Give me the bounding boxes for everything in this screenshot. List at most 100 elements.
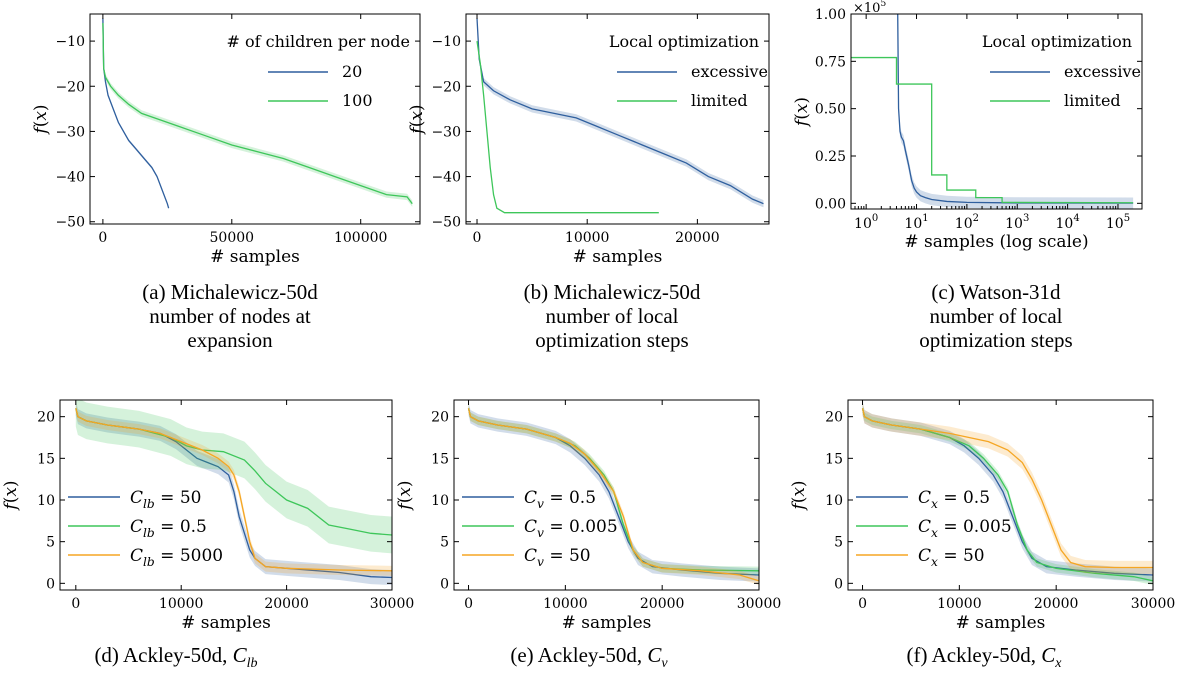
x-axis-label: # samples	[181, 613, 271, 633]
y-tick-label: 0.00	[815, 196, 846, 212]
y-tick-label: −10	[55, 34, 85, 50]
y-tick-label: 0	[834, 576, 843, 592]
y-tick-label: 0	[440, 576, 449, 592]
chart-b: 0 10000 20000 −10 −20 −30 −40 −50 # samples f(x) L…	[407, 13, 770, 267]
y-axis-label: f(x)	[1, 480, 21, 511]
x-tick-label: 100000	[334, 230, 387, 246]
x-tick-label: 104	[1056, 213, 1080, 232]
x-tick-label: 10000	[159, 596, 204, 612]
legend-label: Cv = 0.005	[524, 517, 618, 540]
chart-e: 0 10000 20000 30000 0 5 10 15 20 # samples f(x) Cv …	[395, 399, 782, 633]
series-band-e-0	[468, 401, 759, 582]
plot-area	[476, 14, 764, 214]
x-tick-label: 10000	[937, 596, 982, 612]
y-tick-label: −40	[431, 170, 461, 186]
series-line-b-0	[476, 18, 764, 205]
plot-area	[75, 400, 392, 585]
axes-frame	[59, 399, 393, 591]
x-tick-label: 0	[71, 596, 80, 612]
x-tick-label: 101	[904, 213, 928, 232]
series-line-c-1	[851, 56, 1134, 204]
plot-area	[102, 17, 413, 210]
caption-line: number of local	[929, 304, 1063, 328]
series-band-f-1	[862, 404, 1153, 585]
chart-a: 0 50000 100000 −10 −20 −30 −40 −50 # samples f(x)…	[31, 13, 421, 267]
series-band-d-2	[75, 403, 392, 576]
caption-line: optimization steps	[919, 328, 1073, 352]
series-line-f-2	[861, 408, 1153, 569]
x-tick-label: 103	[1005, 213, 1029, 232]
legend-label: Cx = 50	[918, 546, 985, 569]
caption-line: optimization steps	[535, 328, 689, 352]
legend: Local optimization excessive limited	[982, 32, 1141, 110]
caption-prefix: (e) Ackley-50d,	[510, 643, 648, 667]
y-tick-label: 20	[825, 410, 843, 426]
x-axis-label: # samples (log scale)	[904, 232, 1088, 252]
y-tick-label: −10	[431, 34, 461, 50]
y-tick-label: 1.00	[815, 7, 846, 23]
caption-line: number of nodes at	[149, 304, 311, 328]
axes-frame	[850, 13, 1143, 210]
x-tick-label: 0	[858, 596, 867, 612]
caption-prefix: (f) Ackley-50d,	[906, 643, 1042, 667]
y-tick-label: 5	[440, 535, 449, 551]
x-tick-label: 20000	[264, 596, 309, 612]
series-band-d-1	[75, 400, 392, 554]
y-axis-label: f(x)	[407, 104, 427, 135]
caption-subscript: v	[661, 656, 668, 672]
y-axis-label: f(x)	[792, 97, 812, 128]
y-tick-label: 0.75	[815, 54, 846, 70]
series-band-f-0	[862, 401, 1153, 582]
y-tick-label: −30	[55, 124, 85, 140]
y-tick-label: 10	[431, 493, 449, 509]
series-band-e-2	[468, 404, 759, 585]
legend-label: Cv = 0.5	[524, 488, 596, 511]
legend-label: Cv = 50	[524, 546, 591, 569]
caption-line: (c) Watson-31d	[931, 280, 1061, 304]
caption-a: (a) Michalewicz-50d number of nodes at exp…	[142, 280, 318, 352]
plot-area	[861, 401, 1153, 585]
axes-frame	[89, 13, 421, 225]
chart-d: 0 10000 20000 30000 0 5 10 15 20 # samples f(x) Clb…	[1, 399, 415, 633]
series-line-d-2	[75, 408, 392, 572]
y-tick-label: 5	[46, 535, 55, 551]
y-tick-label: −40	[55, 170, 85, 186]
x-tick-label: 30000	[370, 596, 415, 612]
legend: Cx = 0.5 Cx = 0.005 Cx = 50	[856, 488, 1012, 569]
y-axis-label: f(x)	[395, 480, 415, 511]
x-tick-label: 20000	[640, 596, 685, 612]
y-tick-label: 0	[46, 576, 55, 592]
caption-e: (e) Ackley-50d, Cv	[510, 643, 667, 676]
y-tick-label: 0.50	[815, 102, 846, 118]
plot-area	[851, 14, 1134, 209]
legend-label: Clb = 5000	[130, 546, 223, 569]
axes-frame	[465, 13, 770, 225]
x-tick-label: 0	[98, 230, 107, 246]
legend-title: # of children per node	[227, 32, 410, 51]
x-tick-label: 20000	[675, 230, 720, 246]
y-tick-label: 0.25	[815, 149, 846, 165]
x-axis-label: # samples	[573, 247, 663, 267]
x-tick-label: 0	[473, 230, 482, 246]
caption-line: (b) Michalewicz-50d	[523, 280, 701, 304]
x-axis-label: # samples	[562, 613, 652, 633]
series-line-a-1	[102, 23, 413, 205]
caption-symbol: C	[232, 643, 247, 667]
y-tick-label: −50	[431, 215, 461, 231]
legend: Local optimization excessive limited	[609, 32, 768, 110]
x-axis-label: # samples	[956, 613, 1046, 633]
x-axis-label: # samples	[210, 247, 300, 267]
x-tick-label: 10000	[543, 596, 588, 612]
x-tick-label: 10000	[565, 230, 610, 246]
y-tick-label: 15	[37, 451, 55, 467]
y-tick-label: 10	[825, 493, 843, 509]
series-line-e-2	[467, 408, 759, 582]
y-exponent-label: ×105	[853, 0, 886, 16]
x-tick-label: 30000	[1131, 596, 1176, 612]
y-tick-label: 15	[825, 451, 843, 467]
x-tick-label: 20000	[1034, 596, 1079, 612]
caption-line: (a) Michalewicz-50d	[142, 280, 318, 304]
y-axis-label: f(x)	[789, 480, 809, 511]
x-tick-label: 30000	[737, 596, 782, 612]
series-line-c-0	[897, 14, 1134, 204]
